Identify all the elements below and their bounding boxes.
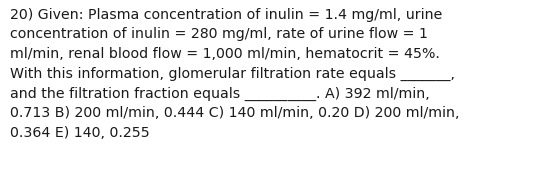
Text: 20) Given: Plasma concentration of inulin = 1.4 mg/ml, urine
concentration of in: 20) Given: Plasma concentration of inuli… xyxy=(10,8,460,140)
